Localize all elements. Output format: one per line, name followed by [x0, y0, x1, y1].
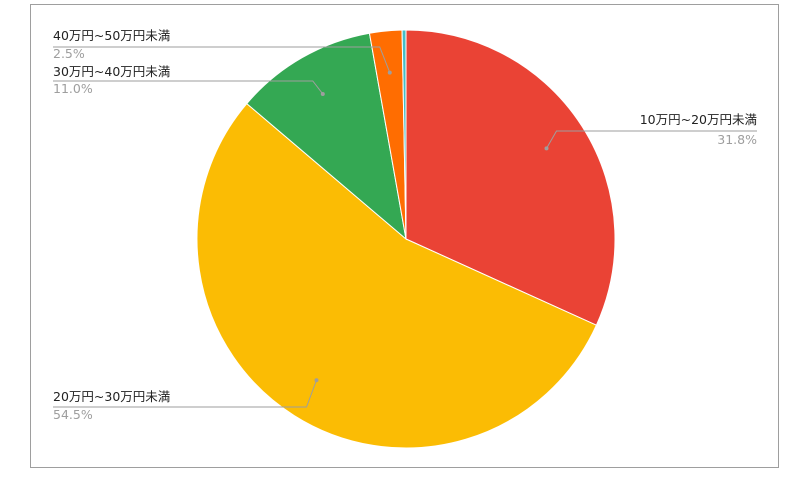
- pie-slice-1[interactable]: [196, 102, 598, 449]
- slice-label-1: 20万円~30万円未満: [53, 389, 170, 404]
- slice-label-0: 10万円~20万円未満: [640, 112, 757, 127]
- leader-line-0: [546, 130, 757, 149]
- pie-chart: 10万円~20万円未満 31.8% 20万円~30万円未満 54.5% 30万円~40万…: [53, 28, 757, 449]
- leader-line-1: [53, 380, 317, 408]
- chart-frame: 10万円~20万円未満 31.8% 20万円~30万円未満 54.5% 30万円~40万…: [30, 4, 779, 468]
- slice-percent-0: 31.8%: [717, 132, 757, 147]
- slice-percent-1: 54.5%: [53, 407, 93, 422]
- slice-percent-2: 11.0%: [53, 81, 93, 96]
- pie-slice-0[interactable]: [405, 29, 616, 326]
- leader-line-2: [53, 80, 324, 95]
- pie-slice-4[interactable]: [401, 29, 407, 240]
- slice-label-3: 40万円~50万円未満: [53, 28, 170, 43]
- pie-slice-2[interactable]: [246, 32, 407, 241]
- slice-label-2: 30万円~40万円未満: [53, 64, 170, 79]
- leader-line-3: [53, 46, 391, 73]
- slice-percent-3: 2.5%: [53, 46, 85, 61]
